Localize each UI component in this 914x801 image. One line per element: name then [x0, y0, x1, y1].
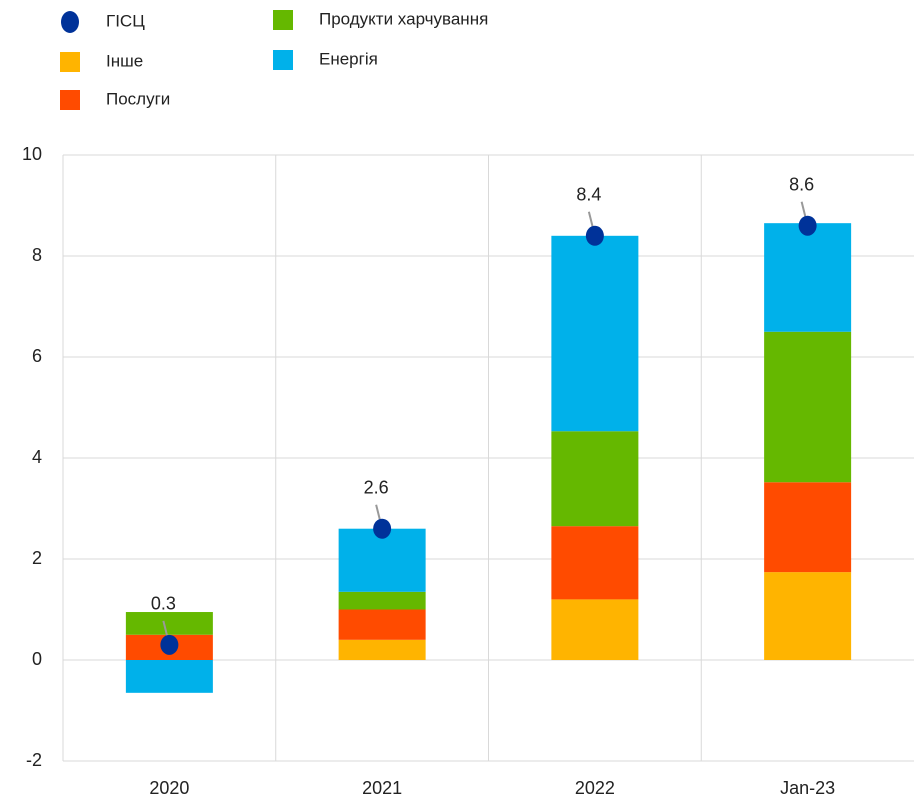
data-label: 8.4 [576, 185, 601, 205]
x-tick-label: 2020 [149, 778, 189, 798]
y-tick-label: 8 [32, 245, 42, 265]
legend-marker [60, 52, 80, 72]
hicp-dot [373, 518, 392, 539]
hicp-dot [798, 215, 817, 236]
y-tick-label: 10 [22, 144, 42, 164]
bar-segment [338, 591, 426, 610]
data-label: 0.3 [151, 594, 176, 614]
bar-segment [764, 482, 852, 573]
legend-label: Послуги [106, 89, 170, 108]
legend-marker [273, 10, 293, 30]
bar-segment [338, 639, 426, 660]
data-label: 8.6 [789, 174, 814, 194]
data-label: 2.6 [364, 477, 389, 497]
x-tick-label: Jan-23 [780, 778, 835, 798]
y-tick-label: 2 [32, 548, 42, 568]
legend-label: Продукти харчування [319, 9, 488, 28]
y-tick-label: -2 [26, 750, 42, 770]
bar-segment [551, 431, 639, 527]
bar-segment [125, 612, 213, 635]
legend-marker [273, 50, 293, 70]
bar-segment [551, 526, 639, 600]
x-tick-label: 2021 [362, 778, 402, 798]
legend-marker [60, 90, 80, 110]
bar-segment [764, 572, 852, 660]
y-tick-label: 4 [32, 447, 42, 467]
bar-segment [764, 331, 852, 483]
y-tick-label: 0 [32, 649, 42, 669]
hicp-dot [585, 225, 604, 246]
x-tick-label: 2022 [575, 778, 615, 798]
bar-segment [125, 660, 213, 693]
legend-marker [61, 11, 79, 33]
y-tick-label: 6 [32, 346, 42, 366]
bar-segment [764, 223, 852, 332]
legend-label: ГІСЦ [106, 11, 145, 30]
bar-segment [551, 599, 639, 660]
hicp-dot [160, 634, 179, 655]
legend-label: Інше [106, 51, 143, 70]
bar-segment [551, 235, 639, 432]
bar-segment [338, 609, 426, 640]
bar-segment [338, 528, 426, 592]
legend-label: Енергія [319, 49, 378, 68]
